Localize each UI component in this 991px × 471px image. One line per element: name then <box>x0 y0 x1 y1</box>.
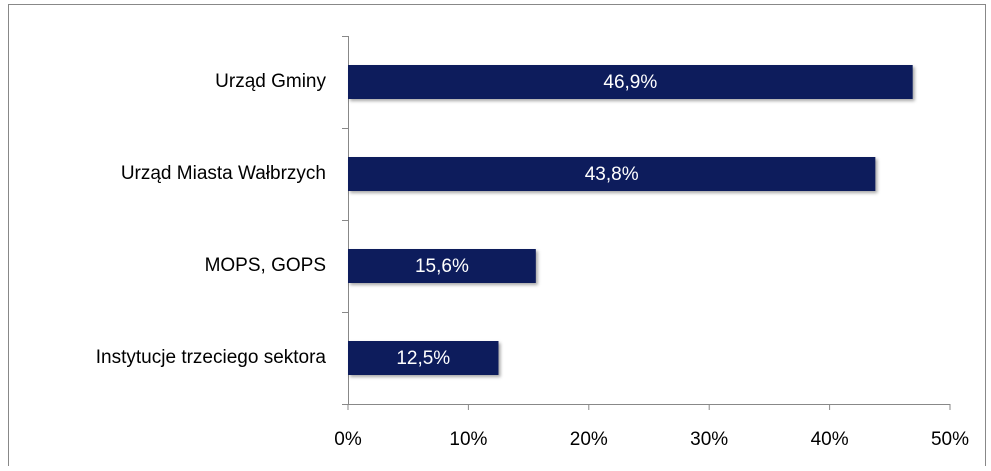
value-label: 12,5% <box>396 348 450 369</box>
category-ticks <box>342 36 348 405</box>
x-tick-label: 50% <box>931 429 969 450</box>
y-tick-label: Instytucje trzeciego sektora <box>96 347 327 368</box>
y-tick-label: Urząd Miasta Wałbrzych <box>121 163 326 184</box>
bar <box>348 65 913 99</box>
y-tick-label: Urząd Gminy <box>215 71 326 92</box>
bar <box>348 341 499 375</box>
frame <box>8 4 986 471</box>
x-tick-label: 10% <box>449 429 487 450</box>
y-tick-label: MOPS, GOPS <box>205 255 326 276</box>
x-tick-label: 40% <box>811 429 849 450</box>
x-tick-label: 20% <box>570 429 608 450</box>
bar <box>348 249 536 283</box>
bar <box>348 157 876 191</box>
x-tick-label: 0% <box>334 429 362 450</box>
value-label: 46,9% <box>603 72 657 93</box>
x-tick-label: 30% <box>690 429 728 450</box>
value-label: 15,6% <box>415 256 469 277</box>
value-label: 43,8% <box>585 164 639 185</box>
